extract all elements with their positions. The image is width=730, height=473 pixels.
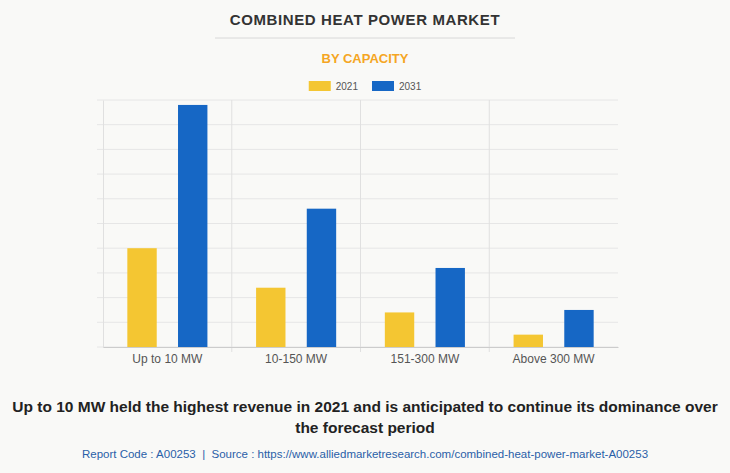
bar-series <box>178 105 594 347</box>
category-separator <box>489 100 490 352</box>
grid-line <box>97 297 618 298</box>
category-separator <box>360 100 361 352</box>
x-tick: 10-150 MW <box>265 347 328 366</box>
subtitle: BY CAPACITY <box>322 51 409 66</box>
bar <box>307 209 336 347</box>
bar <box>127 248 156 347</box>
title-rule <box>215 38 515 39</box>
title: COMBINED HEAT POWER MARKET <box>230 11 500 28</box>
bars <box>127 105 593 347</box>
x-tick: 151-300 MW <box>391 347 460 366</box>
grid-line <box>97 272 618 273</box>
x-tick: Above 300 MW <box>513 347 596 366</box>
grid-line <box>97 223 618 224</box>
grid-line <box>97 124 618 125</box>
legend-swatch <box>309 81 331 91</box>
bar <box>385 312 414 347</box>
bar <box>436 268 465 347</box>
x-tick-label: 151-300 MW <box>391 352 460 366</box>
x-axis-line <box>104 347 619 348</box>
bar <box>514 335 543 347</box>
grid <box>97 100 618 347</box>
x-axis: Up to 10 MW 10-150 MW 151-300 MW Above 300 … <box>104 347 619 366</box>
caption: Up to 10 MW held the highest revenue in … <box>8 396 722 438</box>
chart: COMBINED HEAT POWER MARKET BY CAPACITY Up … <box>0 0 730 473</box>
x-tick-label: 10-150 MW <box>265 352 328 366</box>
grid-line <box>97 322 618 323</box>
legend-swatch <box>372 81 394 91</box>
grid-line <box>97 174 618 175</box>
legend-item: 2021 <box>309 81 359 92</box>
bar <box>256 288 285 347</box>
legend: 2021 2031 <box>309 81 422 92</box>
grid-line <box>97 149 618 150</box>
legend-item: 2031 <box>372 81 422 92</box>
separators <box>232 100 490 352</box>
legend-label: 2031 <box>399 81 422 92</box>
category-separator <box>231 100 232 352</box>
x-tick-label: Up to 10 MW <box>132 352 203 366</box>
y-axis <box>103 101 105 348</box>
grid-line <box>97 100 618 101</box>
bar <box>564 310 593 347</box>
grid-line <box>97 198 618 199</box>
grid-line <box>97 248 618 249</box>
bar <box>178 105 207 347</box>
x-tick: Up to 10 MW <box>132 347 203 366</box>
source: Report Code : A00253 | Source : https://… <box>82 448 648 460</box>
x-tick-label: Above 300 MW <box>513 352 596 366</box>
y-axis-line <box>103 101 104 348</box>
legend-label: 2021 <box>336 81 359 92</box>
